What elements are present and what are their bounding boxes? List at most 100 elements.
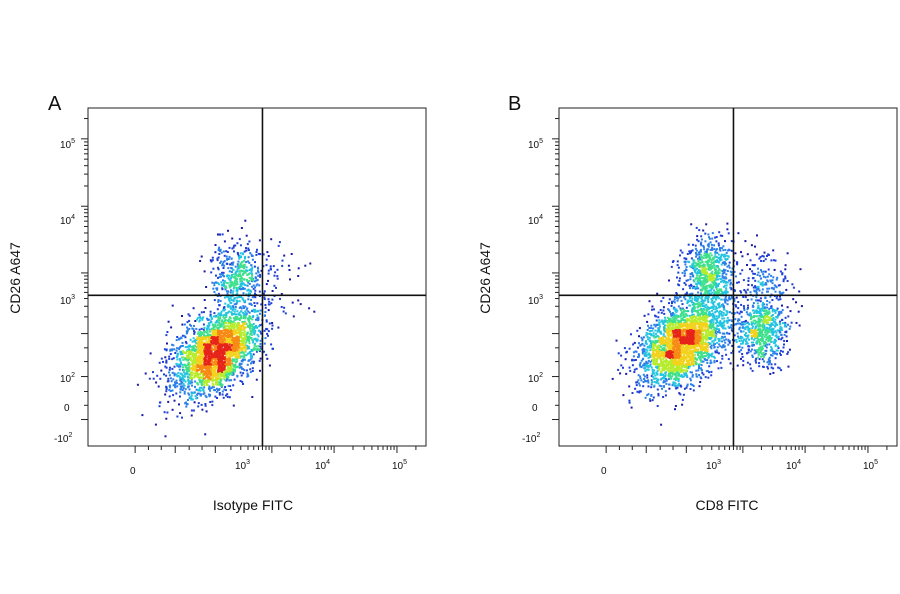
event-dot	[171, 349, 174, 352]
event-dot	[798, 324, 801, 327]
event-dot	[201, 357, 204, 360]
event-dot	[650, 375, 653, 378]
event-dot	[243, 300, 246, 303]
event-dot	[644, 369, 647, 372]
event-dot	[196, 366, 199, 368]
event-dot	[734, 275, 737, 278]
event-dot	[219, 380, 222, 383]
event-dot	[246, 278, 248, 281]
event-dot	[702, 246, 705, 249]
event-dot	[207, 372, 210, 374]
event-dot	[236, 343, 239, 345]
event-dot	[209, 313, 212, 316]
event-dot	[678, 295, 681, 298]
event-dot	[746, 313, 749, 316]
event-dot	[766, 275, 769, 278]
event-dot	[238, 349, 241, 352]
event-dot	[204, 379, 207, 382]
event-dot	[706, 361, 709, 364]
event-dot	[224, 326, 227, 329]
event-dot	[663, 375, 665, 378]
event-dot	[257, 271, 260, 274]
event-dot	[154, 423, 157, 426]
event-dot	[267, 272, 270, 275]
event-dot	[737, 281, 740, 284]
event-dot	[761, 302, 764, 305]
event-dot	[219, 317, 222, 320]
event-dot	[646, 374, 649, 377]
event-dot	[201, 368, 203, 371]
event-dot	[198, 359, 201, 362]
event-dot	[210, 327, 213, 330]
event-dot	[708, 306, 711, 309]
event-dot	[238, 366, 241, 369]
event-dot	[219, 339, 222, 342]
event-dot	[213, 346, 216, 349]
event-dot	[241, 349, 243, 352]
event-dot	[643, 314, 646, 317]
event-dot	[242, 317, 245, 319]
event-dot	[251, 355, 253, 358]
event-dot	[252, 277, 255, 280]
event-dot	[192, 368, 195, 371]
event-dot	[203, 345, 205, 348]
event-dot	[673, 298, 676, 301]
event-dot	[695, 282, 698, 285]
event-dot	[774, 318, 777, 321]
event-dot	[204, 359, 207, 362]
event-dot	[235, 299, 238, 302]
event-dot	[219, 250, 221, 253]
event-dot	[773, 340, 776, 342]
event-dot	[165, 334, 168, 337]
event-dot	[212, 370, 215, 373]
event-dot	[255, 277, 257, 280]
event-dot	[774, 330, 777, 333]
event-dot	[187, 363, 190, 366]
event-dot	[198, 320, 201, 323]
event-dot	[212, 384, 215, 387]
event-dot	[277, 244, 280, 247]
event-dot	[214, 358, 217, 361]
event-dot	[664, 324, 666, 327]
event-dot	[667, 308, 670, 311]
event-dot	[622, 394, 625, 397]
event-dot	[169, 348, 172, 351]
event-dot	[208, 345, 211, 348]
event-dot	[191, 384, 193, 387]
event-dot	[755, 357, 758, 360]
event-dot	[185, 368, 188, 371]
event-dot	[733, 270, 736, 273]
event-dot	[681, 251, 684, 254]
event-dot	[221, 284, 223, 287]
event-dot	[223, 336, 226, 339]
event-dot	[229, 305, 232, 308]
y-tick-label-1e4: 104	[60, 214, 75, 227]
event-dot	[239, 264, 242, 266]
event-dot	[209, 377, 212, 380]
event-dot	[726, 228, 729, 231]
event-dot	[214, 363, 217, 366]
event-dot	[195, 365, 198, 368]
event-dot	[247, 319, 250, 322]
event-dot	[222, 314, 225, 317]
event-dot	[676, 264, 679, 267]
event-dot	[776, 345, 779, 348]
event-dot	[251, 309, 254, 312]
event-dot	[210, 387, 213, 390]
event-dot	[230, 257, 233, 260]
event-dot	[694, 296, 696, 299]
event-dot	[245, 234, 248, 237]
event-dot	[638, 335, 640, 338]
event-dot	[167, 320, 170, 323]
event-dot	[719, 249, 722, 252]
event-dot	[776, 349, 778, 352]
event-dot	[740, 315, 743, 318]
event-dot	[212, 328, 215, 331]
event-dot	[673, 308, 676, 311]
event-dot	[766, 306, 769, 309]
event-dot	[727, 264, 730, 267]
event-dot	[173, 365, 176, 368]
event-dot	[774, 344, 777, 347]
event-dot	[721, 354, 724, 357]
event-dot	[230, 344, 233, 347]
